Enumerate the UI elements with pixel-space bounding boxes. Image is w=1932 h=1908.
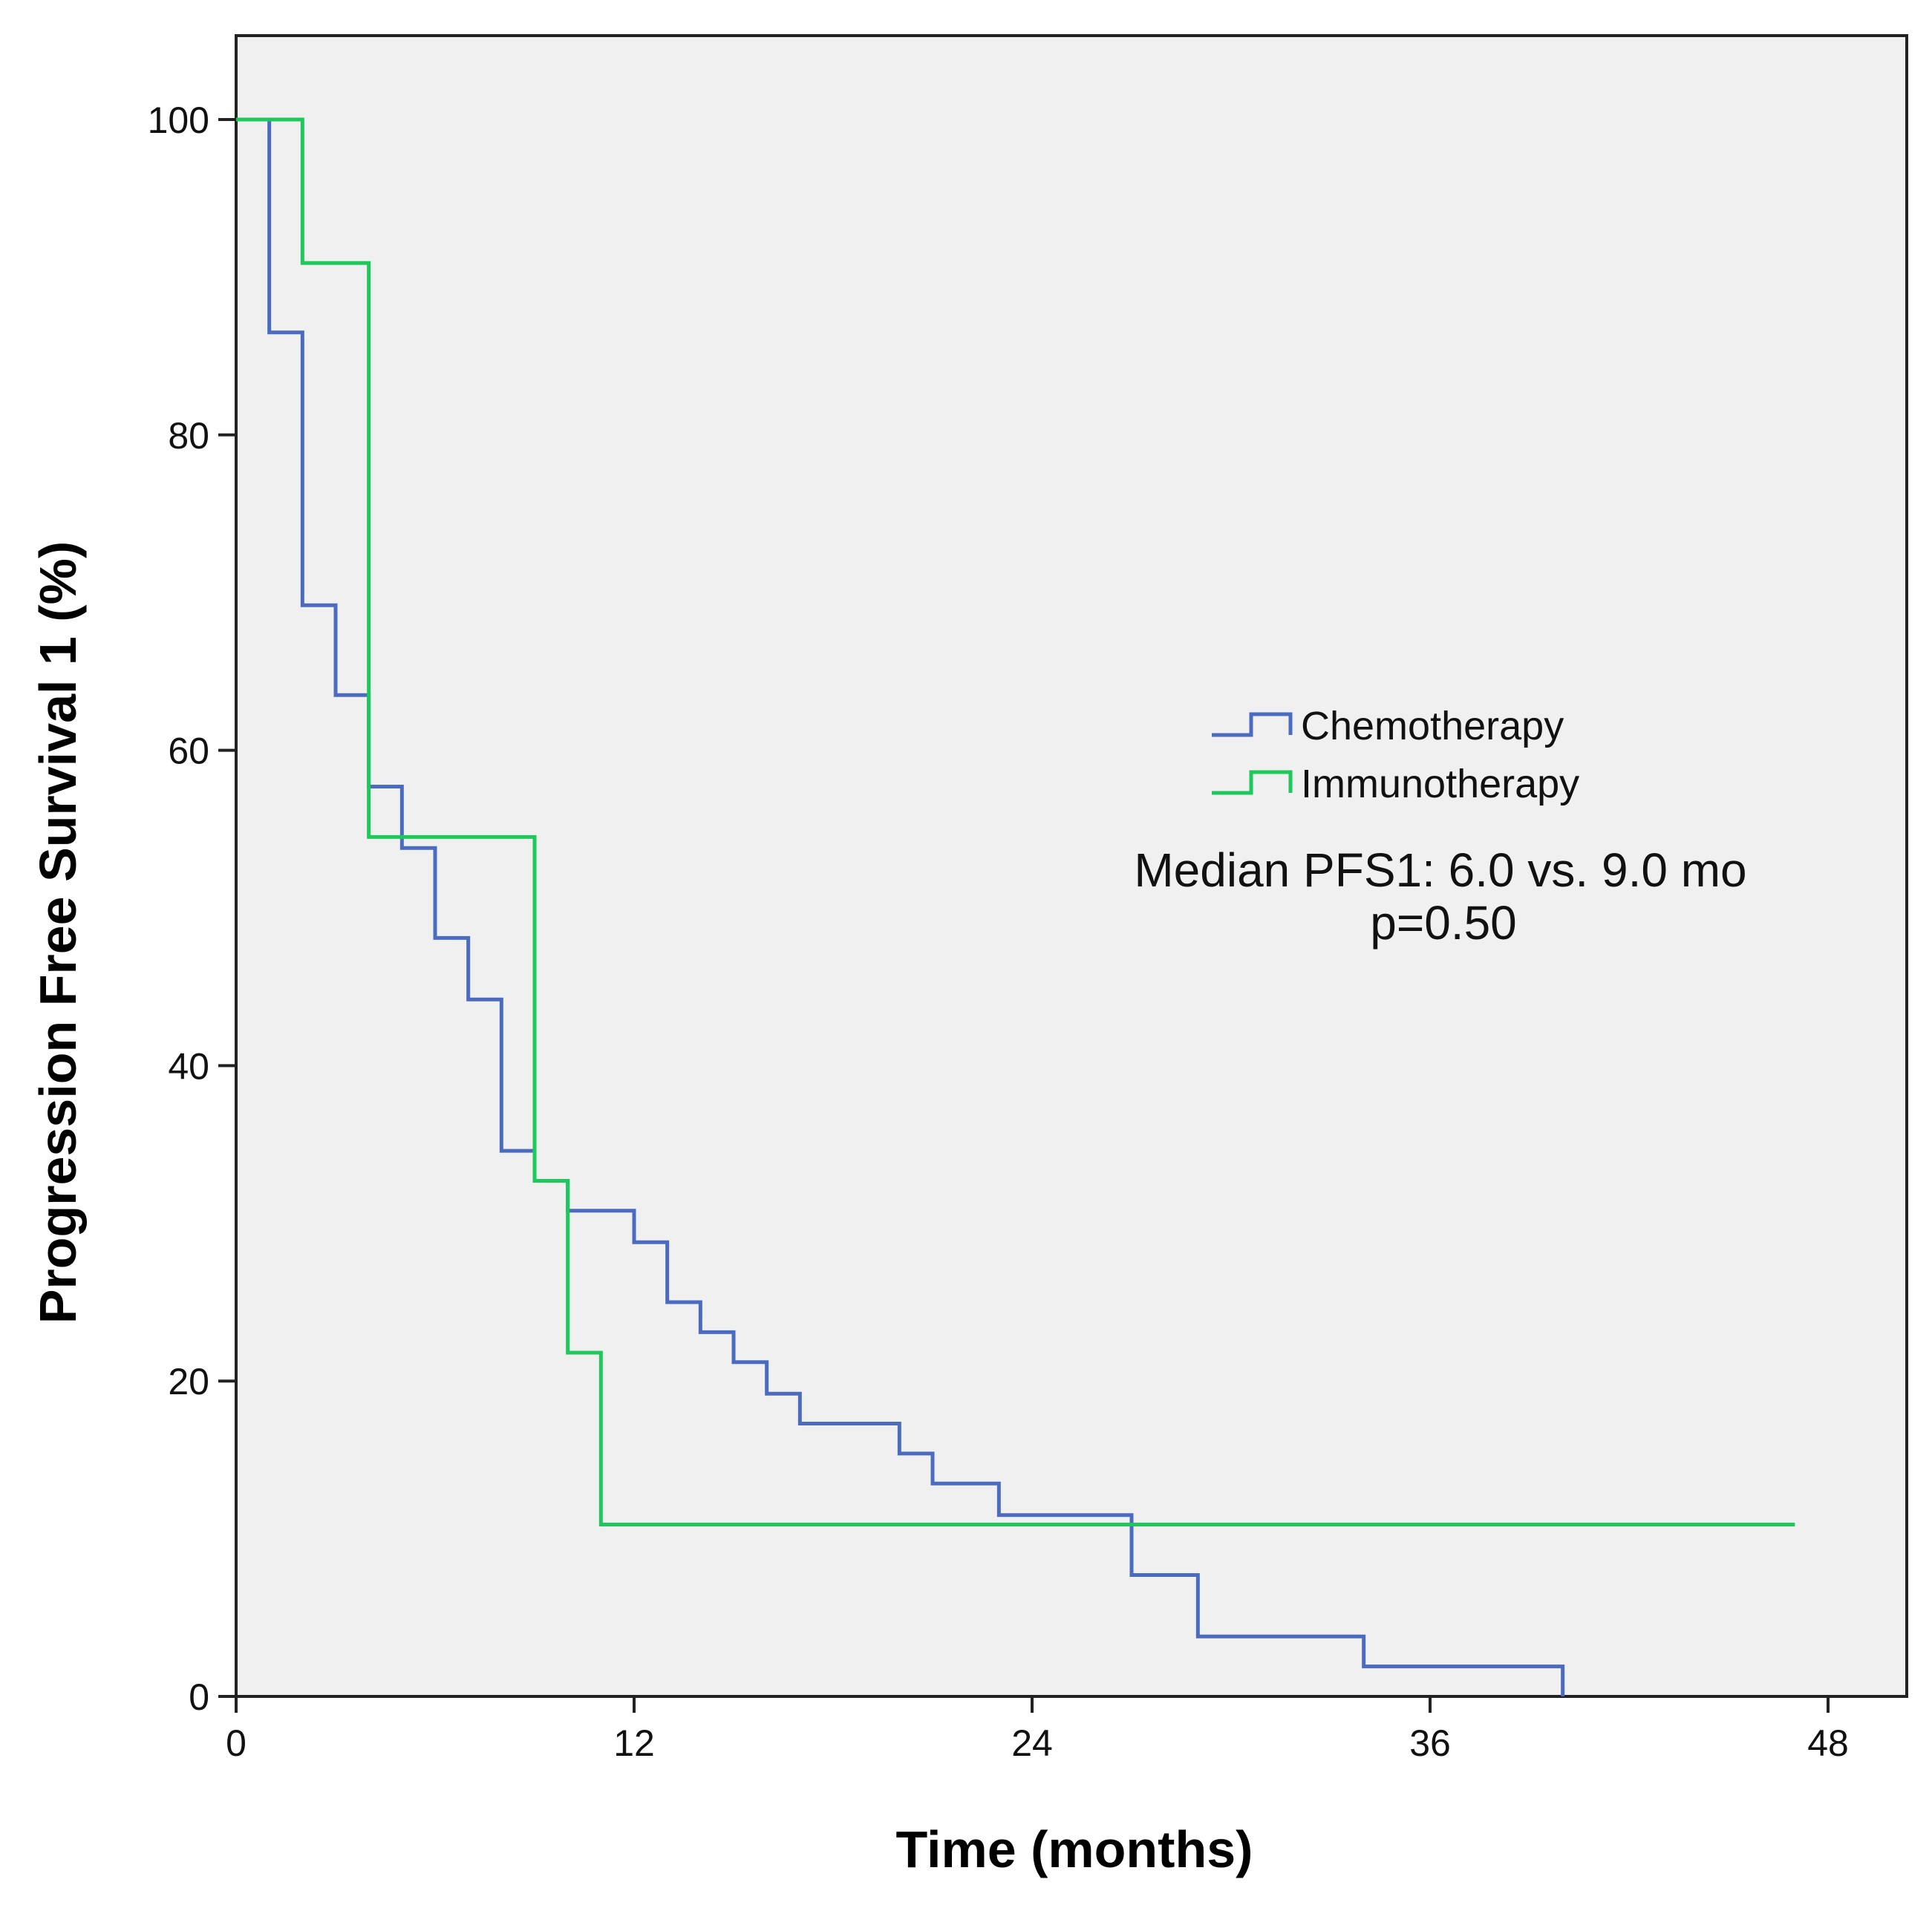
y-tick-label: 100 (148, 99, 209, 141)
axes-layer: 0 12 24 36 48 0 20 40 60 80 100 (148, 99, 1849, 1764)
y-axis-title: Progression Free Survival 1 (%) (29, 541, 87, 1324)
median-pfs-annotation: Median PFS1: 6.0 vs. 9.0 mo (1134, 843, 1746, 897)
y-tick-label: 40 (168, 1045, 209, 1087)
x-tick-label: 24 (1011, 1722, 1053, 1764)
legend-swatch-chemotherapy (1212, 712, 1293, 737)
x-tick-label: 0 (226, 1722, 247, 1764)
series-line-immunotherapy (236, 117, 1795, 1526)
y-tick-label: 80 (168, 415, 209, 457)
y-tick-label: 60 (168, 731, 209, 772)
series-layer (236, 117, 1795, 1696)
plot-area (235, 34, 1908, 1698)
legend-label-immunotherapy: Immunotherapy (1301, 762, 1579, 806)
x-axis-title: Time (months) (896, 1820, 1253, 1878)
x-tick-label: 12 (613, 1722, 655, 1764)
legend-swatch-immunotherapy (1212, 770, 1293, 795)
y-tick-label: 0 (189, 1676, 209, 1718)
y-tick-label: 20 (168, 1361, 209, 1402)
x-tick-label: 48 (1807, 1722, 1849, 1764)
legend-label-chemotherapy: Chemotherapy (1301, 704, 1564, 748)
legend: Chemotherapy Immunotherapy (1212, 704, 1579, 806)
p-value-annotation: p=0.50 (1370, 896, 1517, 950)
x-tick-label: 36 (1409, 1722, 1451, 1764)
